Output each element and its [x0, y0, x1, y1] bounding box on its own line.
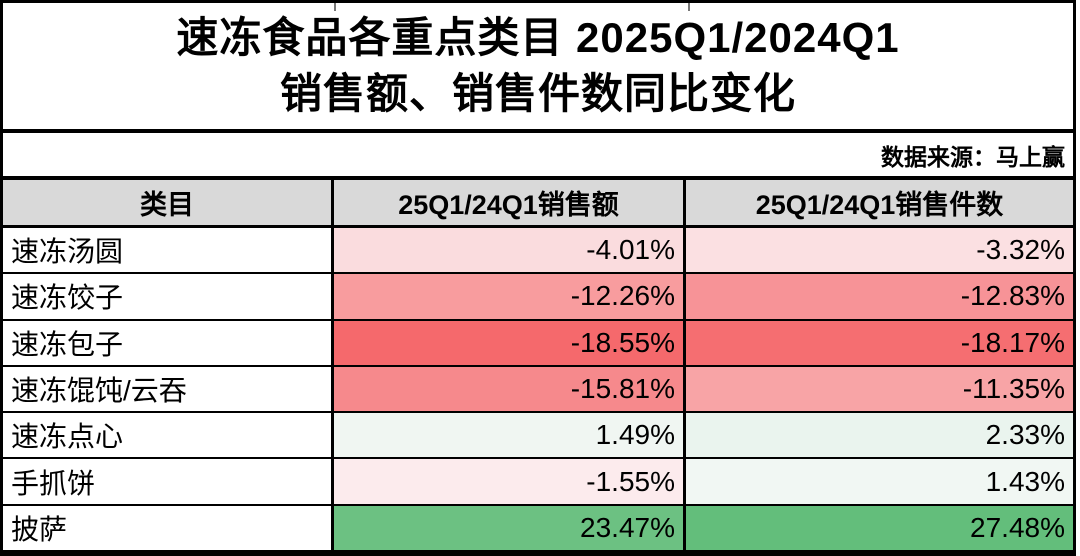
table-row: 速冻馄饨/云吞 -15.81% -11.35% [3, 364, 1073, 412]
category-cell: 速冻汤圆 [3, 228, 331, 273]
title-line-1: 速冻食品各重点类目 2025Q1/2024Q1 [176, 14, 900, 61]
table-row: 速冻点心 1.49% 2.33% [3, 411, 1073, 458]
units-change-cell: -11.35% [683, 366, 1073, 412]
table-header-row: 类目 25Q1/24Q1销售额 25Q1/24Q1销售件数 [3, 180, 1073, 228]
sales-change-cell: -1.55% [331, 459, 683, 504]
category-cell: 速冻饺子 [3, 274, 331, 319]
sales-change-cell: 23.47% [331, 505, 683, 550]
table-row: 速冻汤圆 -4.01% -3.32% [3, 228, 1073, 273]
category-cell: 速冻点心 [3, 413, 331, 458]
sales-change-cell: -12.26% [331, 274, 683, 319]
units-change-cell: -12.83% [683, 274, 1073, 319]
table-row: 手抓饼 -1.55% 1.43% [3, 457, 1073, 504]
units-change-cell: 27.48% [683, 505, 1073, 550]
category-cell: 速冻包子 [3, 320, 331, 365]
category-cell: 披萨 [3, 505, 331, 550]
figure-title: 速冻食品各重点类目 2025Q1/2024Q1 销售额、销售件数同比变化 [3, 3, 1073, 133]
table-row: 速冻饺子 -12.26% -12.83% [3, 272, 1073, 319]
column-header-category: 类目 [140, 190, 194, 220]
column-header-sales-change: 25Q1/24Q1销售额 [331, 180, 683, 225]
units-change-cell: -18.17% [683, 320, 1073, 365]
sales-change-cell: -15.81% [331, 366, 683, 412]
gridline-tick [688, 3, 690, 11]
units-change-cell: -3.32% [683, 228, 1073, 273]
sales-change-cell: -4.01% [331, 228, 683, 273]
table-row: 披萨 23.47% 27.48% [3, 503, 1073, 550]
table-row: 速冻包子 -18.55% -18.17% [3, 318, 1073, 365]
data-source-label: 数据来源：马上赢 [3, 133, 1073, 180]
sales-change-cell: 1.49% [331, 413, 683, 458]
units-change-cell: 2.33% [683, 413, 1073, 458]
units-change-cell: 1.43% [683, 459, 1073, 504]
table-body: 速冻汤圆 -4.01% -3.32% 速冻饺子 -12.26% -12.83% … [3, 228, 1073, 550]
category-cell: 手抓饼 [3, 459, 331, 504]
sales-change-cell: -18.55% [331, 320, 683, 365]
column-header-units-change: 25Q1/24Q1销售件数 [683, 180, 1073, 225]
gridline-tick [334, 3, 336, 11]
category-cell: 速冻馄饨/云吞 [3, 366, 331, 412]
title-line-2: 销售额、销售件数同比变化 [279, 70, 796, 117]
